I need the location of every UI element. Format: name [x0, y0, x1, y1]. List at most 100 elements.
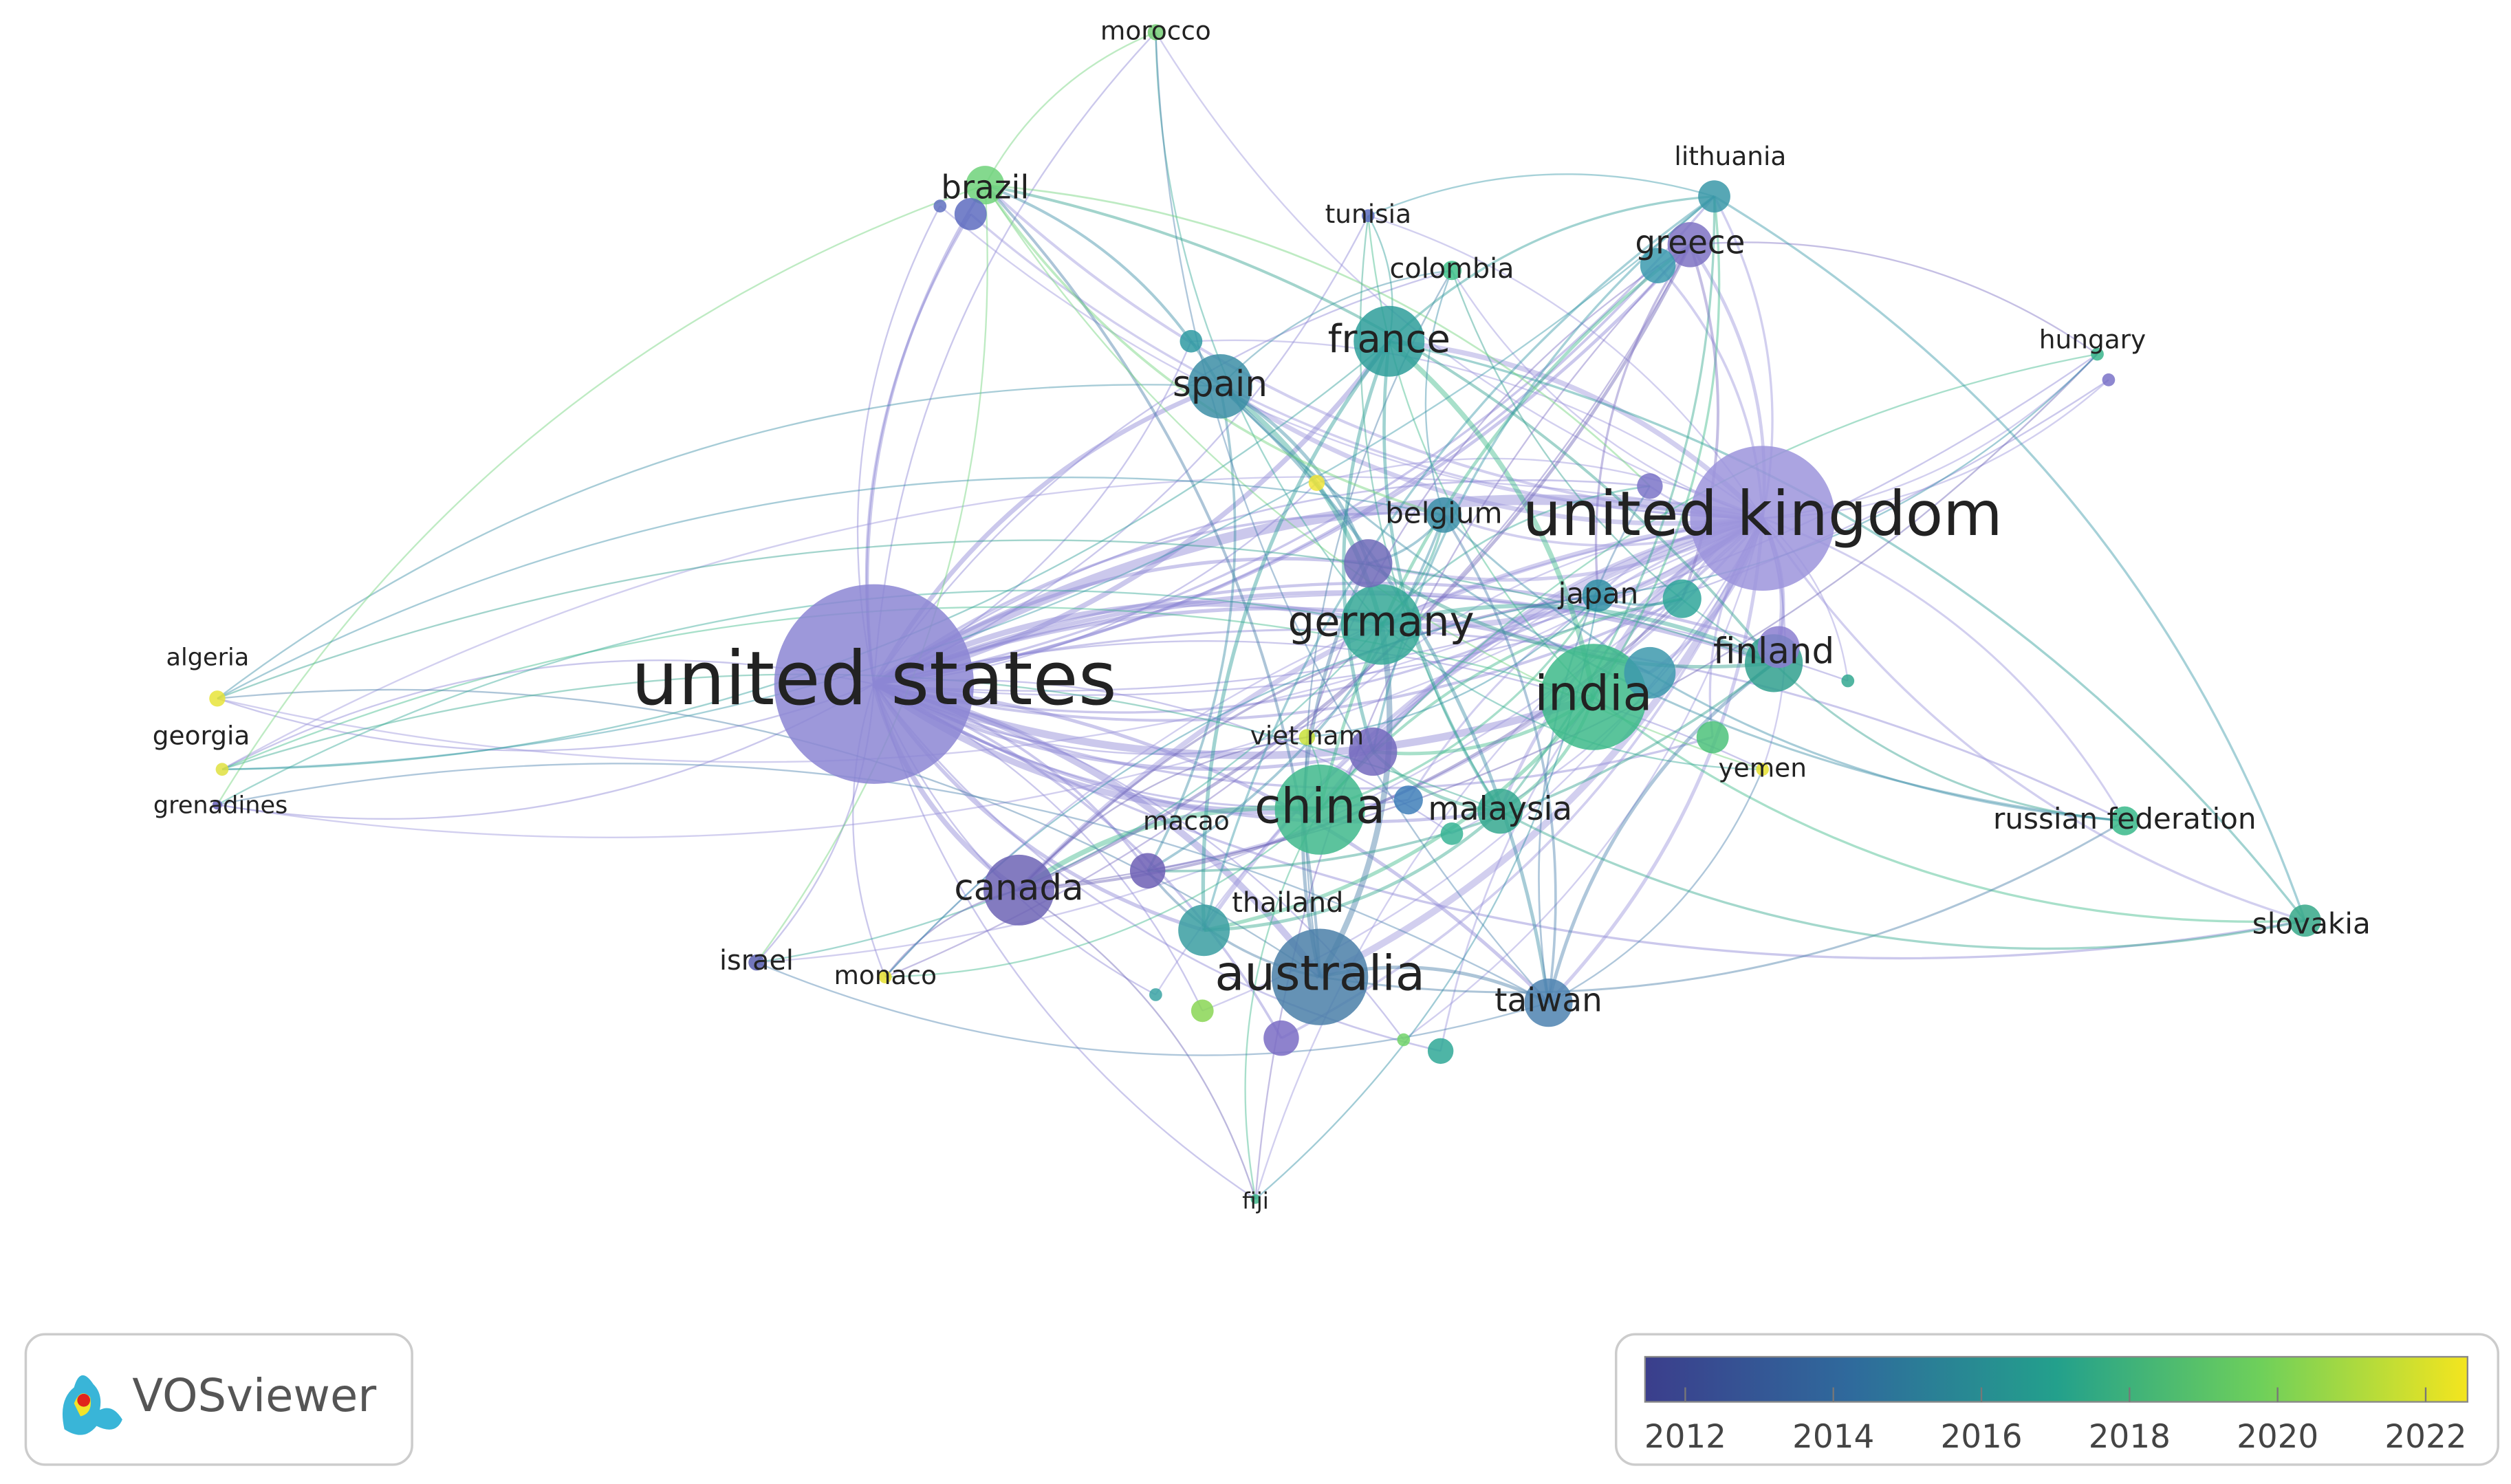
edge — [1202, 195, 1715, 931]
edge — [217, 477, 1444, 699]
node — [1524, 979, 1573, 1027]
edge — [217, 517, 1763, 838]
edge — [1547, 662, 1775, 1003]
edge — [1403, 518, 1763, 1040]
node — [1756, 763, 1770, 776]
edge — [1538, 485, 1651, 1003]
node — [1426, 497, 1462, 533]
node-label: canada — [954, 867, 1083, 908]
logo-icon — [62, 1375, 122, 1435]
edge — [1201, 340, 1391, 930]
edge — [1204, 695, 1596, 932]
edge — [1281, 517, 1764, 1040]
node-label: slovakia — [2252, 906, 2371, 940]
nodes — [209, 24, 2321, 1204]
node — [1147, 24, 1164, 41]
edge — [1367, 173, 1715, 217]
node — [954, 197, 987, 230]
node — [212, 800, 222, 810]
node-label: china — [1254, 778, 1385, 834]
node — [2102, 373, 2116, 386]
node — [1344, 539, 1393, 588]
edge — [873, 195, 1715, 686]
node — [1361, 209, 1375, 223]
node-label: viet nam — [1250, 720, 1364, 750]
edge — [217, 683, 875, 820]
logo-text: VOSviewer — [132, 1370, 376, 1422]
node-label: belgium — [1385, 497, 1502, 530]
edge — [1306, 243, 1691, 738]
node — [1308, 474, 1325, 491]
edge — [970, 213, 1763, 520]
edge — [873, 597, 1683, 722]
node — [933, 199, 947, 213]
edge — [217, 384, 1221, 699]
node-label: colombia — [1390, 253, 1514, 285]
node — [983, 854, 1054, 926]
node — [1427, 1038, 1454, 1065]
scale-label: 2016 — [1940, 1419, 2022, 1456]
edge — [1439, 517, 1763, 1051]
edge — [1598, 353, 2098, 597]
node-label: thailand — [1232, 887, 1343, 919]
scale-label: 2022 — [2384, 1419, 2466, 1456]
node — [1640, 248, 1676, 283]
edge — [1547, 518, 1765, 1004]
scale-bar — [1644, 1355, 2468, 1403]
node-label: france — [1328, 317, 1450, 362]
edge — [221, 659, 875, 770]
edge — [1155, 32, 1550, 1003]
edge — [873, 270, 1453, 685]
node — [2110, 806, 2140, 836]
edge — [1594, 243, 1691, 596]
node — [1757, 626, 1800, 668]
node-label: fiji — [1242, 1188, 1269, 1214]
edge — [984, 31, 1156, 186]
edge — [873, 479, 1651, 685]
node — [1149, 988, 1162, 1001]
node — [748, 954, 765, 971]
logo-frame — [24, 1333, 413, 1466]
edge — [873, 379, 2109, 696]
edge — [1690, 241, 2098, 355]
node — [1180, 329, 1203, 353]
node — [1340, 584, 1422, 665]
node-label: spain — [1173, 364, 1268, 405]
edge — [1359, 215, 1501, 812]
node-label: morocco — [1100, 15, 1211, 45]
edge — [1318, 243, 1691, 810]
edge — [1389, 340, 2306, 921]
edge — [1443, 514, 2125, 822]
edge — [1713, 195, 2307, 921]
node — [1354, 305, 1425, 377]
edge — [885, 809, 1320, 978]
edge — [1191, 339, 1763, 519]
node — [1696, 721, 1729, 754]
node — [1662, 579, 1702, 618]
edge — [1424, 270, 1453, 516]
logo-icon — [77, 1393, 91, 1407]
edge — [983, 184, 1763, 520]
node — [1637, 473, 1663, 499]
edge — [1146, 386, 1237, 872]
labels: united states united kingdom india australi… — [153, 15, 2371, 1214]
edge — [1367, 215, 1763, 519]
edge — [1018, 594, 1599, 891]
node-label: india — [1534, 666, 1652, 722]
node — [209, 690, 226, 707]
edge — [873, 683, 2305, 960]
node — [1393, 785, 1423, 815]
edge — [756, 624, 1382, 963]
node — [1442, 261, 1462, 281]
edge — [1155, 517, 1763, 996]
edge — [873, 32, 1157, 684]
edge — [217, 683, 875, 752]
color-scale: 2012 2014 2016 2018 2020 2022 — [1614, 1333, 2500, 1466]
edge — [1018, 736, 1307, 891]
edge — [873, 628, 2125, 822]
node — [1540, 644, 1647, 750]
edge — [1442, 514, 1557, 1003]
node-label: algeria — [166, 643, 250, 671]
node-label: japan — [1558, 577, 1639, 611]
node — [215, 763, 229, 776]
